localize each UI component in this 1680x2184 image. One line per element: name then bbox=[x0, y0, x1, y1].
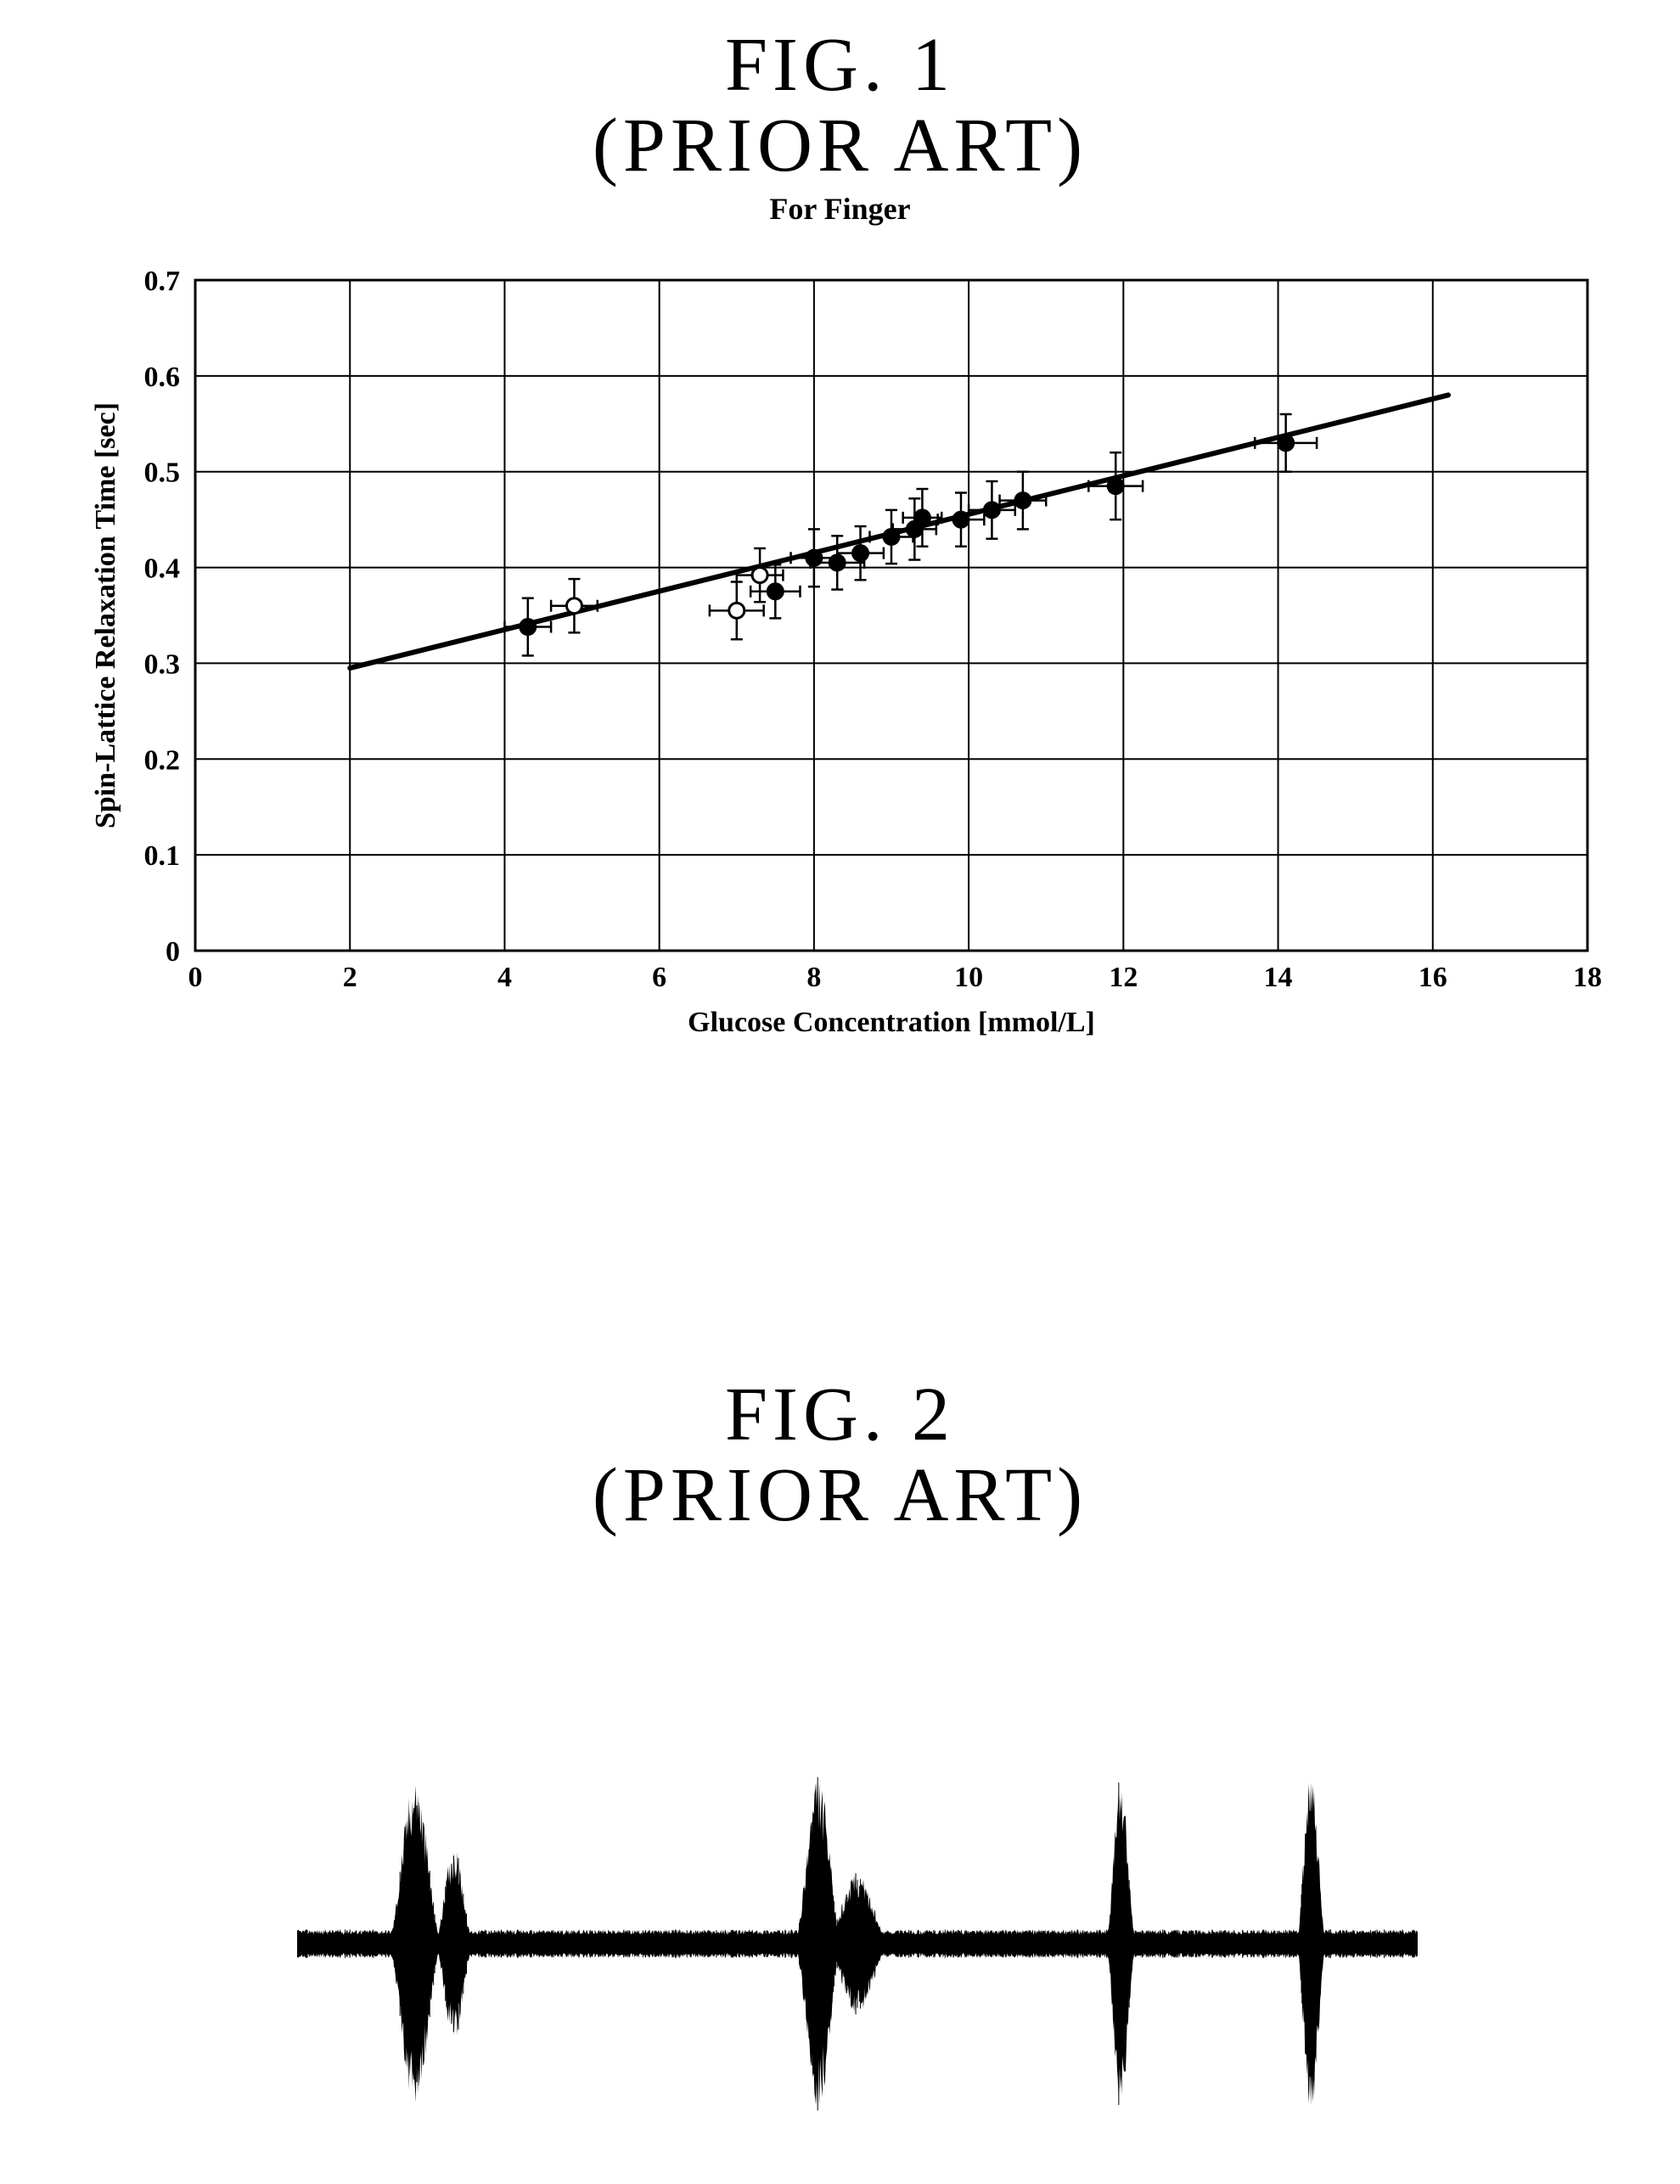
fig2-waveform bbox=[0, 0, 1680, 2184]
